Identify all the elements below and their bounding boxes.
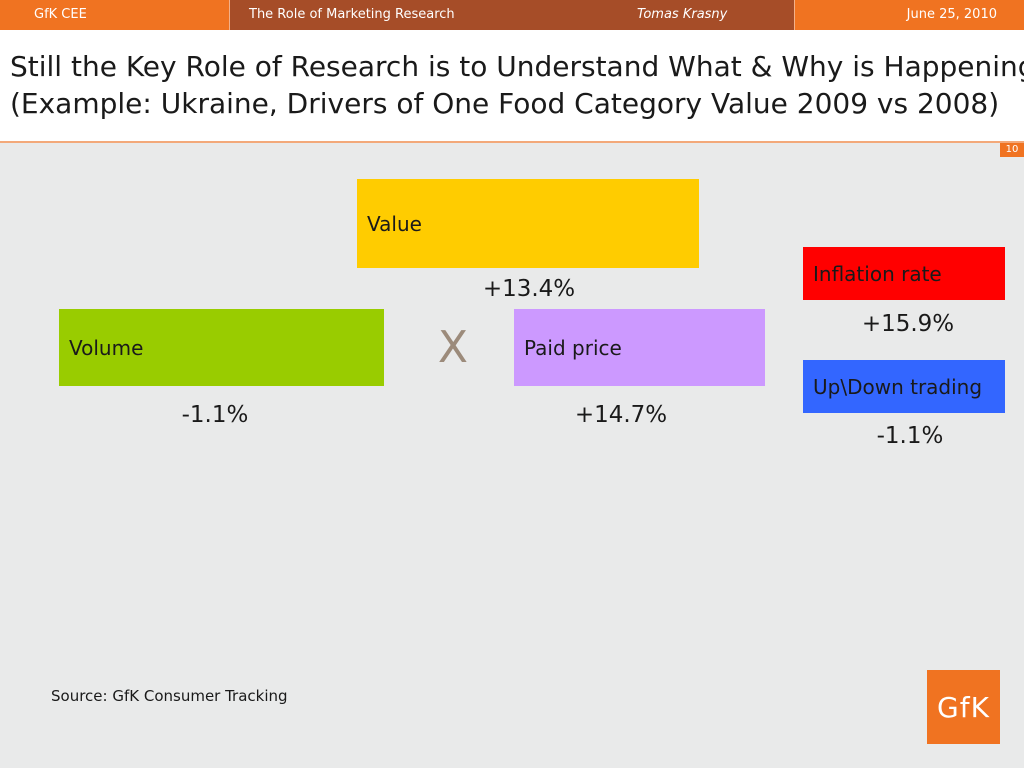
volume-change: -1.1% (181, 402, 249, 428)
volume-label: Volume (69, 335, 144, 360)
trading-change: -1.1% (876, 423, 944, 449)
title-area: Still the Key Role of Research is to Und… (0, 30, 1024, 142)
paid-price-label: Paid price (524, 335, 622, 360)
header-presentation-title: The Role of Marketing Research (249, 7, 455, 22)
gfk-logo: GfK (927, 670, 1000, 744)
slide-title: Still the Key Role of Research is to Und… (10, 48, 1024, 122)
header-author: Tomas Krasny (637, 7, 728, 22)
slide-title-line-1: Still the Key Role of Research is to Und… (10, 50, 1024, 83)
header-date: June 25, 2010 (795, 0, 1024, 30)
paid-price-change: +14.7% (574, 402, 668, 428)
header-org: GfK CEE (0, 0, 230, 30)
inflation-label: Inflation rate (813, 261, 942, 286)
header-bar: GfK CEE The Role of Marketing Research T… (0, 0, 1024, 30)
volume-box: Volume (59, 309, 384, 386)
value-label: Value (367, 211, 422, 236)
slide-title-line-2: (Example: Ukraine, Drivers of One Food C… (10, 87, 1000, 120)
value-box: Value (357, 179, 699, 268)
paid-price-box: Paid price (514, 309, 765, 386)
header-presentation: The Role of Marketing Research Tomas Kra… (230, 0, 795, 30)
trading-label: Up\Down trading (813, 374, 983, 399)
inflation-change: +15.9% (861, 311, 955, 337)
inflation-box: Inflation rate (803, 247, 1005, 300)
trading-box: Up\Down trading (803, 360, 1005, 413)
multiply-operator: X (437, 322, 469, 373)
page-number: 10 (1000, 143, 1024, 157)
source-note: Source: GfK Consumer Tracking (51, 687, 288, 705)
title-divider (0, 141, 1024, 143)
value-change: +13.4% (482, 276, 576, 302)
